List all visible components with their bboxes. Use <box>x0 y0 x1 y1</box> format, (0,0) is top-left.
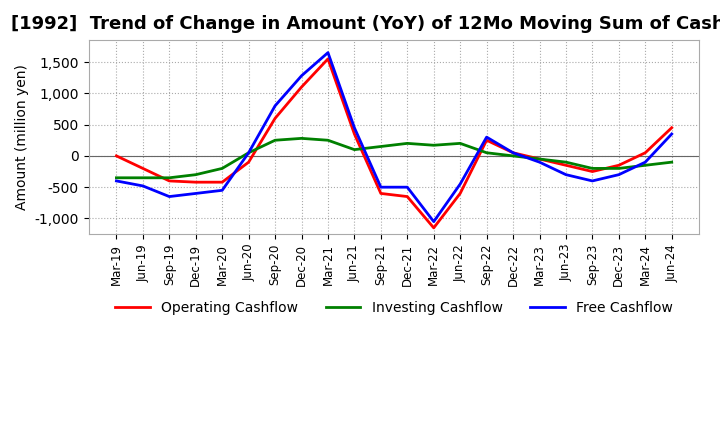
Investing Cashflow <box>297 136 306 141</box>
Free Cashflow <box>403 184 412 190</box>
Investing Cashflow <box>456 141 464 146</box>
Investing Cashflow <box>641 163 649 168</box>
Operating Cashflow <box>271 116 279 121</box>
Investing Cashflow <box>350 147 359 152</box>
Investing Cashflow <box>165 175 174 180</box>
Free Cashflow <box>218 188 227 193</box>
Operating Cashflow <box>350 132 359 137</box>
Operating Cashflow <box>562 163 570 168</box>
Investing Cashflow <box>588 166 597 171</box>
Free Cashflow <box>297 73 306 78</box>
Free Cashflow <box>350 125 359 130</box>
Operating Cashflow <box>667 125 676 130</box>
Operating Cashflow <box>323 56 332 62</box>
Free Cashflow <box>244 150 253 155</box>
Investing Cashflow <box>377 144 385 149</box>
Operating Cashflow <box>377 191 385 196</box>
Investing Cashflow <box>614 166 623 171</box>
Free Cashflow <box>667 132 676 137</box>
Operating Cashflow <box>403 194 412 199</box>
Free Cashflow <box>271 103 279 109</box>
Operating Cashflow <box>429 225 438 231</box>
Free Cashflow <box>641 160 649 165</box>
Free Cashflow <box>482 135 491 140</box>
Free Cashflow <box>138 183 147 189</box>
Operating Cashflow <box>535 156 544 161</box>
Title: [1992]  Trend of Change in Amount (YoY) of 12Mo Moving Sum of Cashflows: [1992] Trend of Change in Amount (YoY) o… <box>11 15 720 33</box>
Free Cashflow <box>456 181 464 187</box>
Operating Cashflow <box>218 180 227 185</box>
Operating Cashflow <box>138 166 147 171</box>
Investing Cashflow <box>562 160 570 165</box>
Free Cashflow <box>535 160 544 165</box>
Investing Cashflow <box>667 160 676 165</box>
Free Cashflow <box>192 191 200 196</box>
Free Cashflow <box>562 172 570 177</box>
Operating Cashflow <box>244 160 253 165</box>
Free Cashflow <box>588 178 597 183</box>
Operating Cashflow <box>456 191 464 196</box>
Investing Cashflow <box>323 138 332 143</box>
Line: Free Cashflow: Free Cashflow <box>117 53 672 222</box>
Operating Cashflow <box>165 178 174 183</box>
Operating Cashflow <box>297 84 306 90</box>
Operating Cashflow <box>482 138 491 143</box>
Operating Cashflow <box>509 150 518 155</box>
Investing Cashflow <box>192 172 200 177</box>
Legend: Operating Cashflow, Investing Cashflow, Free Cashflow: Operating Cashflow, Investing Cashflow, … <box>109 295 678 320</box>
Investing Cashflow <box>509 153 518 158</box>
Free Cashflow <box>323 50 332 55</box>
Investing Cashflow <box>535 156 544 161</box>
Free Cashflow <box>377 184 385 190</box>
Investing Cashflow <box>482 150 491 155</box>
Free Cashflow <box>429 219 438 224</box>
Free Cashflow <box>614 172 623 177</box>
Line: Operating Cashflow: Operating Cashflow <box>117 59 672 228</box>
Free Cashflow <box>165 194 174 199</box>
Investing Cashflow <box>244 150 253 155</box>
Investing Cashflow <box>218 166 227 171</box>
Operating Cashflow <box>192 180 200 185</box>
Operating Cashflow <box>614 163 623 168</box>
Y-axis label: Amount (million yen): Amount (million yen) <box>15 64 29 210</box>
Operating Cashflow <box>641 150 649 155</box>
Free Cashflow <box>112 178 121 183</box>
Line: Investing Cashflow: Investing Cashflow <box>117 138 672 178</box>
Free Cashflow <box>509 150 518 155</box>
Investing Cashflow <box>403 141 412 146</box>
Operating Cashflow <box>588 169 597 174</box>
Investing Cashflow <box>138 175 147 180</box>
Investing Cashflow <box>271 138 279 143</box>
Investing Cashflow <box>429 143 438 148</box>
Operating Cashflow <box>112 153 121 158</box>
Investing Cashflow <box>112 175 121 180</box>
